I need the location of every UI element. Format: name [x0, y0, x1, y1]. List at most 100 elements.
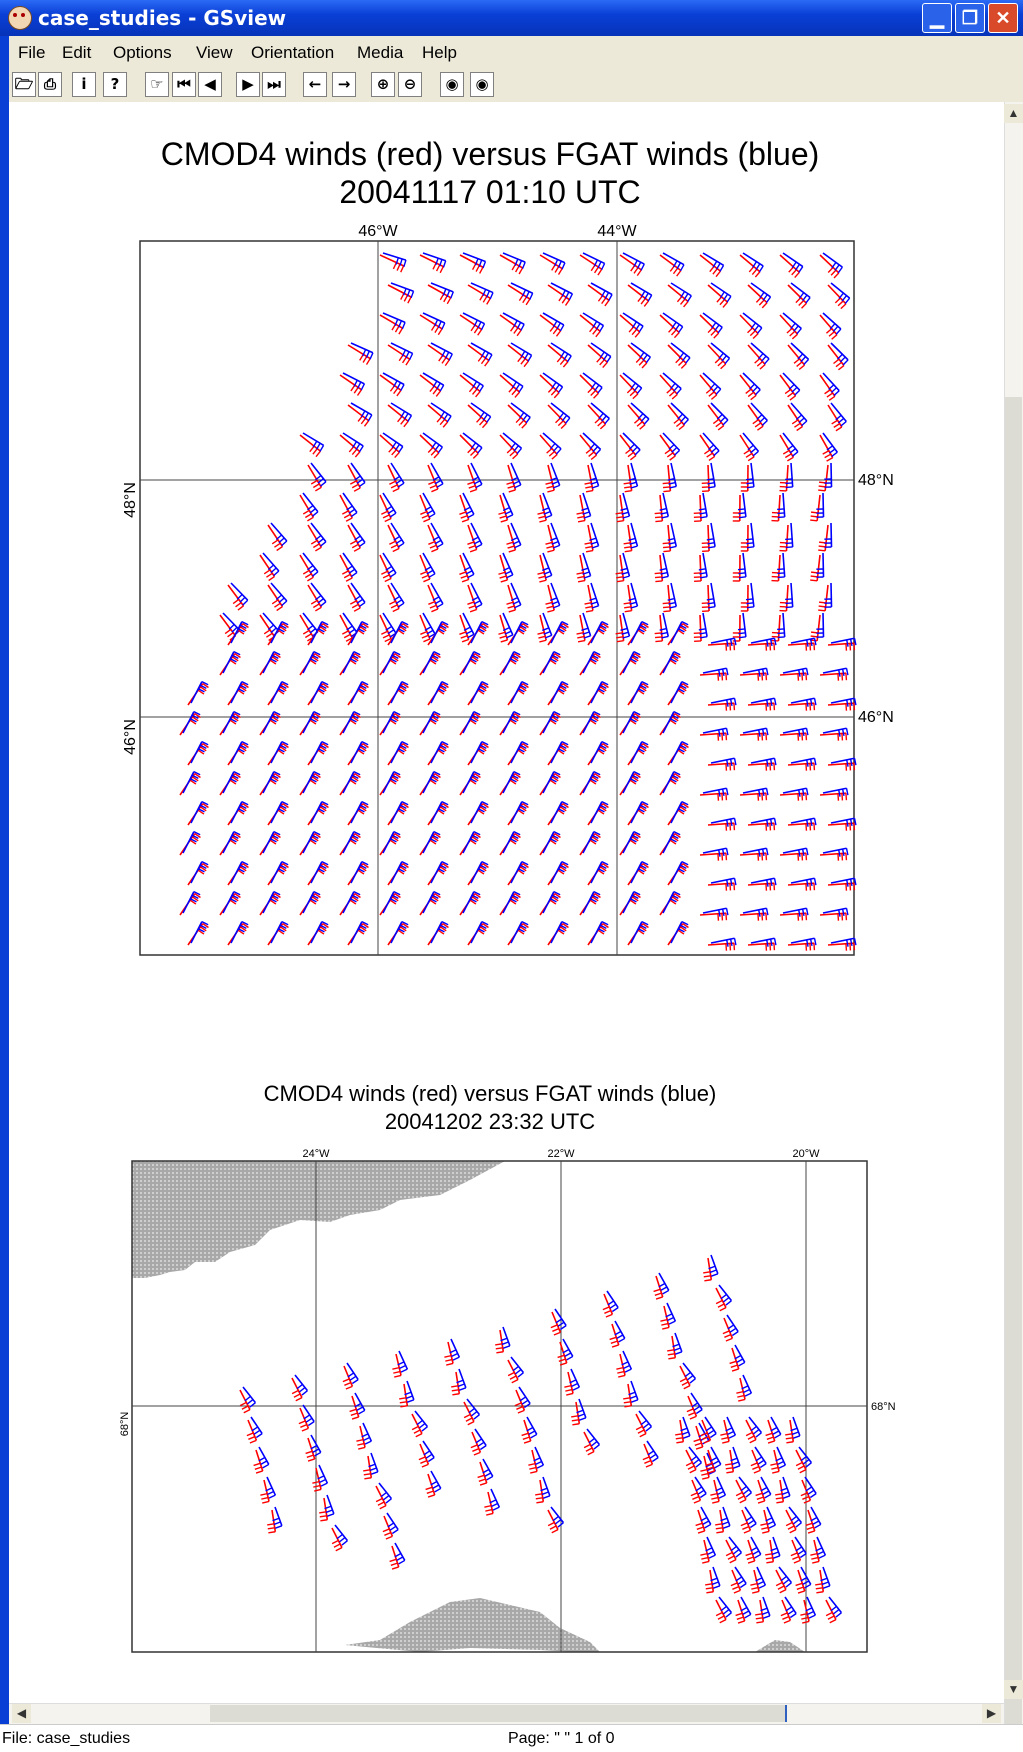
cmod4-barb: [522, 1420, 531, 1443]
cmod4-barb: [585, 585, 593, 612]
fgat-barb: [383, 433, 403, 452]
map-2-lon-tick-24w: 24°W: [302, 1148, 330, 1160]
fgat-barb: [751, 818, 776, 826]
cmod4-barb: [703, 1258, 711, 1281]
fgat-barb: [471, 463, 482, 488]
fgat-barb: [791, 938, 816, 946]
fgat-barb: [831, 878, 856, 886]
fgat-barb: [831, 938, 856, 946]
cmod4-barb: [700, 793, 726, 801]
fgat-barb: [703, 848, 728, 856]
map-2-wind-barbs: [240, 1255, 841, 1623]
cmod4-barb: [696, 1510, 705, 1533]
cmod4-barb: [780, 913, 806, 921]
fgat-barb: [431, 403, 451, 422]
cmod4-barb: [710, 1480, 719, 1503]
fgat-barb: [703, 788, 728, 796]
cmod4-barb: [788, 823, 814, 831]
cmod4-barb: [740, 793, 766, 801]
wind-map-1: 46°W 44°W 48°N 46°N 48°N 46°N: [122, 223, 894, 955]
cmod4-barb: [610, 1324, 619, 1347]
fgat-barb: [751, 343, 769, 364]
scroll-left-arrow-icon[interactable]: ◀: [12, 1704, 31, 1723]
fgat-barb: [550, 583, 559, 608]
fgat-barb: [631, 283, 652, 301]
cmod4-barb: [460, 315, 482, 335]
fgat-barb: [785, 583, 793, 607]
cmod4-barb: [736, 1378, 745, 1401]
vertical-scroll-thumb[interactable]: [1005, 397, 1022, 1727]
cmod4-barb: [495, 1330, 503, 1353]
fgat-barb: [751, 403, 767, 425]
cmod4-barb: [708, 703, 734, 711]
fgat-barb: [743, 848, 768, 856]
cmod4-barb: [267, 1510, 275, 1533]
fgat-barb: [343, 433, 363, 452]
fgat-barb: [542, 553, 551, 578]
fgat-barb: [623, 433, 640, 455]
cmod4-barb: [746, 1540, 755, 1563]
fgat-barb: [663, 433, 680, 455]
cmod4-barb: [428, 345, 449, 366]
fgat-barb: [783, 788, 808, 796]
fgat-barb: [231, 583, 248, 605]
cmod4-barb: [748, 883, 774, 891]
cmod4-barb: [702, 465, 709, 491]
cmod4-barb: [390, 1546, 399, 1569]
fgat-barb: [551, 403, 570, 423]
cmod4-barb: [616, 1354, 625, 1377]
fgat-barb: [511, 463, 521, 488]
scroll-up-arrow-icon[interactable]: ▲: [1004, 104, 1023, 123]
cmod4-barb: [260, 1480, 269, 1503]
cmod4-barb: [730, 1348, 739, 1371]
cmod4-barb: [700, 733, 726, 741]
cmod4-barb: [624, 585, 632, 612]
cmod4-barb: [655, 615, 663, 642]
fgat-barb: [783, 668, 808, 676]
cmod4-barb: [828, 943, 854, 951]
fgat-barb: [711, 938, 736, 946]
cmod4-barb: [740, 853, 766, 861]
cmod4-barb: [708, 883, 734, 891]
fgat-barb: [791, 758, 816, 766]
fgat-barb: [503, 373, 523, 392]
cmod4-barb: [663, 465, 671, 492]
cmod4-barb: [388, 345, 410, 365]
fgat-barb: [831, 818, 856, 826]
cmod4-barb: [700, 255, 720, 277]
fgat-barb: [703, 728, 728, 736]
fgat-barb: [583, 433, 601, 454]
map-1-lon-tick-46w: 46°W: [358, 223, 398, 240]
fgat-barb: [631, 343, 650, 363]
cmod4-barb: [708, 823, 734, 831]
fgat-barb: [711, 343, 730, 364]
fgat-barb: [671, 343, 690, 363]
cmod4-barb: [788, 883, 814, 891]
fgat-barb: [743, 668, 768, 676]
cmod4-barb: [535, 1480, 543, 1503]
fgat-barb: [743, 313, 762, 333]
fgat-barb: [795, 1537, 806, 1558]
cmod4-barb: [820, 733, 846, 741]
fgat-barb: [751, 758, 776, 766]
cmod4-barb: [820, 435, 833, 461]
fgat-barb: [663, 373, 681, 394]
fgat-barb: [303, 1405, 314, 1426]
cmod4-barb: [312, 1468, 321, 1491]
fgat-barb: [550, 523, 559, 548]
cmod4-barb: [694, 495, 701, 521]
scroll-right-arrow-icon[interactable]: ▶: [982, 1704, 1001, 1723]
fgat-barb: [711, 758, 736, 766]
fgat-barb: [705, 1417, 716, 1438]
fgat-barb: [607, 1291, 618, 1312]
horizontal-scroll-thumb[interactable]: [210, 1705, 787, 1722]
scroll-down-arrow-icon[interactable]: ▼: [1004, 1680, 1023, 1699]
fgat-barb: [783, 728, 808, 736]
fgat-barb: [623, 373, 642, 394]
map-1-lon-tick-44w: 44°W: [597, 223, 637, 240]
cmod4-barb: [426, 1474, 435, 1497]
map-1-right-tick-46n: 46°N: [858, 709, 894, 726]
fgat-barb: [743, 373, 760, 395]
cmod4-barb: [700, 673, 726, 681]
fgat-barb: [831, 698, 856, 706]
